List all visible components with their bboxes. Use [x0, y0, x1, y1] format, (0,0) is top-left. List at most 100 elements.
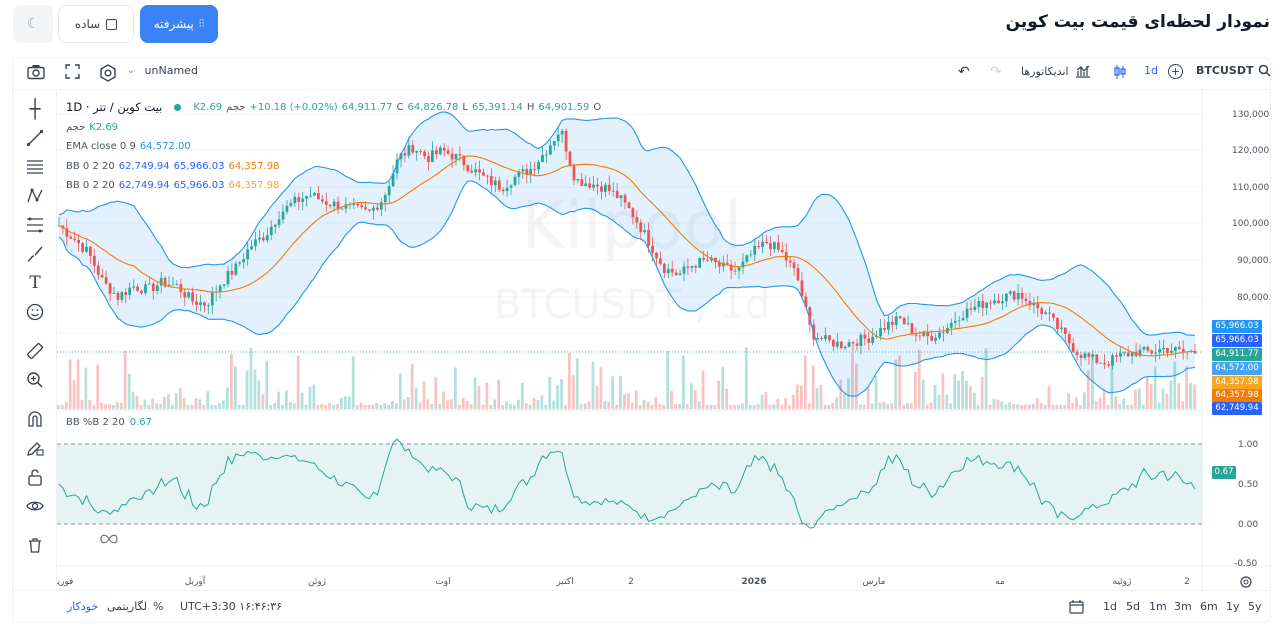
date-range-button[interactable] [1069, 600, 1085, 617]
volume-bar [729, 405, 732, 409]
candle [155, 282, 159, 295]
symbol-search[interactable]: BTCUSDT [1196, 64, 1271, 77]
undo-button[interactable]: ↶ [958, 64, 970, 80]
volume-bar [630, 402, 634, 409]
candle [674, 269, 678, 276]
range-5d[interactable]: 5d [1126, 600, 1140, 613]
candle [297, 192, 301, 211]
interval-button[interactable]: 1d [1144, 64, 1158, 77]
log-scale-toggle[interactable]: لگاریتمی [107, 600, 147, 613]
range-3m[interactable]: 3m [1174, 600, 1192, 613]
trendline-tool[interactable] [25, 128, 45, 148]
candle [780, 241, 784, 254]
candle [824, 327, 827, 342]
candle [372, 205, 375, 220]
emoji-tool[interactable] [25, 302, 45, 322]
legend-row-value: 62,749.94 [118, 160, 170, 172]
candle [254, 231, 257, 251]
theme-toggle-button[interactable]: ☾ [13, 5, 53, 43]
candle [116, 291, 120, 306]
range-5y[interactable]: 5y [1248, 600, 1262, 613]
brush-tool[interactable] [25, 244, 45, 264]
timezone-clock[interactable]: UTC+3:30 ۱۶:۴۶:۳۶ [180, 600, 283, 613]
candle [639, 219, 643, 241]
advanced-mode-button[interactable]: پیشرفته ⫶⫶ [140, 5, 218, 43]
volume-bar [257, 380, 261, 409]
indicators-button[interactable]: اندیکاتورها [1021, 64, 1091, 78]
undo-icon: ↶ [958, 64, 970, 80]
volume-bar [1138, 388, 1141, 409]
volume-bar [796, 384, 799, 409]
percent-scale-toggle[interactable]: % [153, 600, 164, 613]
simple-mode-button[interactable]: ساده [58, 5, 134, 43]
candle [124, 288, 128, 304]
volume-bar [64, 401, 68, 409]
candle [733, 261, 737, 275]
candle [973, 298, 977, 313]
volume-bar [1051, 404, 1055, 409]
chart-type-button[interactable] [1112, 64, 1128, 80]
range-1y[interactable]: 1y [1226, 600, 1240, 613]
delete-drawings-button[interactable] [25, 535, 45, 555]
visibility-tool[interactable] [25, 496, 45, 516]
candle [1150, 349, 1154, 356]
volume-bar [147, 404, 151, 409]
volume-bar [1024, 404, 1027, 409]
candle [395, 152, 399, 180]
horizontal-lines-tool[interactable] [25, 157, 45, 177]
mode-simple-label: ساده [74, 17, 101, 31]
candle [938, 327, 941, 340]
layout-dropdown[interactable]: ⌄ unNamed [127, 64, 198, 77]
volume-bar [855, 363, 858, 409]
range-6m[interactable]: 6m [1200, 600, 1218, 613]
lock-drawing-tool[interactable] [25, 438, 45, 458]
magnet-tool[interactable] [25, 409, 45, 429]
candle [1126, 346, 1130, 358]
auto-scale-toggle[interactable]: خودکار [67, 600, 99, 613]
volume-bar [992, 399, 996, 409]
redo-button[interactable]: ↷ [990, 64, 1002, 80]
candlestick-icon [1114, 65, 1126, 79]
fullscreen-button[interactable] [65, 64, 80, 79]
volume-bar [697, 401, 701, 409]
candle [96, 261, 100, 280]
compare-symbol-button[interactable]: + [1168, 64, 1183, 79]
range-1d[interactable]: 1d [1103, 600, 1117, 613]
volume-bar [206, 391, 210, 409]
volume-bar [1020, 404, 1023, 409]
fib-tool[interactable] [25, 215, 45, 235]
volume-bar [1016, 404, 1019, 409]
volume-bar [501, 405, 504, 409]
candle [419, 149, 422, 155]
candle [1028, 292, 1032, 311]
volume-bar [748, 405, 752, 409]
volume-bar [965, 380, 968, 409]
candle [957, 316, 961, 328]
axis-settings-button[interactable] [1240, 576, 1252, 588]
volume-bar [642, 399, 646, 409]
range-1m[interactable]: 1m [1149, 600, 1167, 613]
candle [1063, 327, 1067, 342]
candle [894, 312, 898, 330]
candle [238, 261, 242, 267]
lock-tool[interactable] [25, 467, 45, 487]
screenshot-button[interactable] [27, 64, 45, 80]
price-tag: 65,966.03 [1212, 320, 1262, 333]
candle [604, 182, 607, 198]
volume-bar [733, 405, 736, 409]
candle [69, 234, 73, 240]
settings-button[interactable] [99, 64, 117, 82]
candle [855, 338, 859, 351]
volume-bar [705, 405, 709, 409]
price-chart[interactable]: Kilpool BTCUSDT , 1d 130,000.00 120,000.… [57, 90, 1270, 590]
legend-open: 64,901.59 [538, 102, 590, 113]
candle [466, 164, 470, 174]
candle [737, 267, 741, 279]
crosshair-tool[interactable]: ┼ [25, 99, 45, 120]
ruler-tool[interactable] [25, 341, 45, 361]
volume-bar [454, 367, 457, 409]
volume-bar [430, 404, 434, 409]
zoom-tool[interactable] [25, 370, 45, 390]
text-tool[interactable]: T [25, 273, 45, 293]
pattern-tool[interactable] [25, 186, 45, 206]
